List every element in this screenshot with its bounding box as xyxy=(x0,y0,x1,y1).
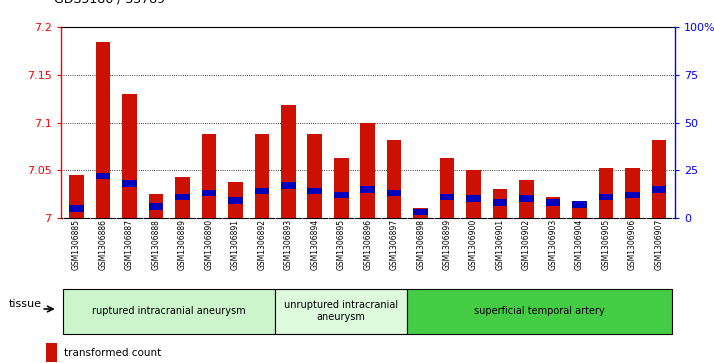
Bar xyxy=(281,182,296,189)
Bar xyxy=(175,177,190,218)
Bar xyxy=(96,172,111,179)
Bar xyxy=(334,158,348,218)
Bar xyxy=(466,170,481,218)
Bar xyxy=(201,134,216,218)
Bar xyxy=(149,203,164,210)
Text: tissue: tissue xyxy=(9,299,42,310)
Bar xyxy=(545,199,560,206)
Bar xyxy=(308,188,322,195)
Bar xyxy=(519,195,534,202)
Bar xyxy=(308,134,322,218)
Bar xyxy=(440,158,454,218)
Bar xyxy=(275,289,408,334)
Bar xyxy=(122,94,137,218)
Bar xyxy=(598,168,613,218)
Bar xyxy=(64,289,275,334)
Bar xyxy=(361,186,375,192)
Bar xyxy=(625,168,640,218)
Bar xyxy=(149,194,164,218)
Text: unruptured intracranial
aneurysm: unruptured intracranial aneurysm xyxy=(284,301,398,322)
Bar xyxy=(408,289,672,334)
Bar xyxy=(46,343,57,362)
Bar xyxy=(545,197,560,218)
Bar xyxy=(493,199,508,206)
Text: transformed count: transformed count xyxy=(64,348,161,358)
Bar xyxy=(519,180,534,218)
Bar xyxy=(413,208,428,218)
Bar xyxy=(387,140,401,218)
Bar xyxy=(598,193,613,200)
Bar xyxy=(228,197,243,204)
Bar xyxy=(572,201,587,208)
Bar xyxy=(625,192,640,198)
Bar xyxy=(361,123,375,218)
Bar xyxy=(572,201,587,218)
Bar xyxy=(255,188,269,195)
Bar xyxy=(334,192,348,198)
Bar xyxy=(96,41,111,218)
Text: ruptured intracranial aneurysm: ruptured intracranial aneurysm xyxy=(92,306,246,316)
Bar xyxy=(493,189,508,218)
Bar xyxy=(255,134,269,218)
Text: GDS5186 / 33789: GDS5186 / 33789 xyxy=(54,0,164,5)
Bar xyxy=(201,190,216,196)
Text: superficial temporal artery: superficial temporal artery xyxy=(474,306,605,316)
Bar xyxy=(281,105,296,218)
Bar xyxy=(652,186,666,192)
Bar xyxy=(466,195,481,202)
Bar xyxy=(440,193,454,200)
Bar xyxy=(228,182,243,218)
Bar xyxy=(122,180,137,187)
Bar xyxy=(69,205,84,212)
Bar xyxy=(413,209,428,215)
Bar xyxy=(69,175,84,218)
Bar xyxy=(175,193,190,200)
Bar xyxy=(387,190,401,196)
Bar xyxy=(652,140,666,218)
